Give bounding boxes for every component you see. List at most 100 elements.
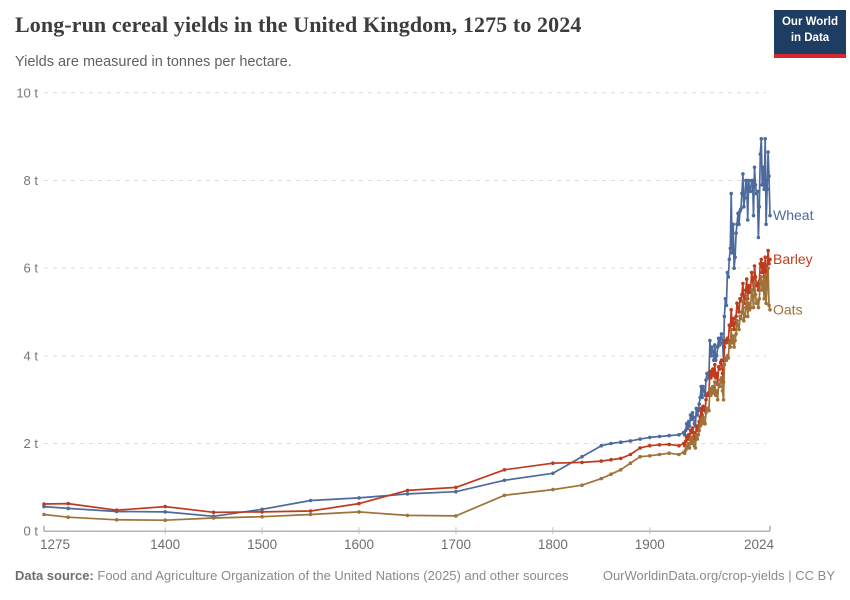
barley-marker [729, 308, 733, 312]
wheat-marker [713, 343, 717, 347]
wheat-marker [357, 496, 361, 500]
wheat-marker [746, 178, 751, 183]
oats-marker [697, 428, 701, 433]
wheat-marker [713, 358, 718, 363]
wheat-marker [765, 187, 769, 191]
y-tick-label: 0 t [24, 524, 39, 539]
barley-marker [599, 459, 604, 463]
oats-marker [687, 446, 692, 450]
owid-logo[interactable]: Our World in Data [774, 10, 846, 58]
wheat-marker [745, 218, 750, 222]
x-tick-label: 1800 [538, 537, 568, 552]
oats-marker [743, 314, 747, 319]
wheat-marker [696, 408, 701, 413]
oats-marker [690, 435, 695, 439]
oats-marker [454, 514, 458, 518]
series-label-oats[interactable]: Oats [773, 301, 803, 317]
oats-marker [701, 415, 705, 420]
barley-marker [717, 367, 722, 371]
barley-marker [758, 262, 763, 266]
oats-marker [751, 305, 756, 310]
wheat-marker [697, 402, 701, 406]
oats-marker [740, 310, 744, 314]
wheat-marker [718, 336, 723, 341]
x-tick-label: 1275 [40, 537, 70, 552]
oats-marker [726, 356, 731, 360]
barley-marker [163, 504, 167, 509]
owid-url-license-link[interactable]: OurWorldinData.org/crop-yields | CC BY [602, 568, 835, 583]
oats-marker [713, 393, 718, 398]
oats-marker [753, 292, 758, 297]
chart-footer: Data source: Food and Agriculture Organi… [15, 568, 835, 583]
oats-marker [741, 299, 745, 303]
barley-line[interactable] [43, 249, 771, 514]
oats-marker [767, 303, 771, 308]
oats-marker [739, 316, 743, 321]
series-barley[interactable]: Barley [42, 248, 813, 515]
series-oats[interactable]: Oats [42, 266, 803, 522]
oats-marker [657, 452, 662, 457]
wheat-marker [628, 439, 633, 443]
wheat-marker [710, 345, 714, 349]
data-source-label: Data source: [15, 568, 94, 583]
oats-marker [762, 297, 766, 301]
barley-marker [657, 443, 662, 447]
oats-marker [730, 340, 734, 345]
wheat-marker [732, 266, 736, 271]
wheat-marker [726, 275, 731, 279]
oats-marker [759, 275, 764, 279]
barley-marker [768, 257, 772, 262]
wheat-marker [695, 413, 700, 417]
wheat-marker [719, 332, 724, 336]
oats-marker [618, 468, 623, 472]
oats-marker [729, 327, 733, 332]
wheat-marker [739, 207, 743, 211]
barley-marker [713, 362, 717, 367]
wheat-marker [308, 498, 313, 503]
wheat-marker [714, 354, 719, 358]
barley-marker [308, 509, 313, 513]
wheat-marker [657, 434, 662, 439]
oats-marker [745, 314, 750, 319]
wheat-marker [691, 415, 696, 420]
barley-marker [731, 316, 735, 321]
oats-marker [749, 288, 754, 292]
oats-marker [766, 266, 770, 271]
wheat-marker [599, 443, 604, 448]
oats-marker [761, 279, 765, 284]
owid-logo-line1: Our World [781, 16, 838, 28]
wheat-line[interactable] [43, 137, 771, 518]
wheat-marker [702, 389, 706, 393]
page-title: Long-run cereal yields in the United Kin… [15, 12, 582, 37]
wheat-marker [502, 478, 507, 483]
barley-marker [667, 442, 671, 447]
barley-marker [609, 457, 613, 462]
barley-marker [42, 502, 46, 506]
x-tick-label: 1900 [635, 537, 665, 552]
barley-marker [714, 371, 719, 376]
barley-marker [709, 376, 713, 380]
series-label-wheat[interactable]: Wheat [773, 207, 814, 223]
wheat-marker [66, 506, 70, 511]
series-label-barley[interactable]: Barley [773, 251, 813, 267]
oats-marker [704, 411, 708, 415]
data-source-text: Food and Agriculture Organization of the… [97, 568, 569, 583]
series-wheat[interactable]: Wheat [42, 137, 814, 519]
oats-marker [760, 288, 764, 292]
wheat-marker [260, 507, 264, 512]
barley-marker [753, 275, 758, 279]
oats-marker [114, 518, 119, 522]
wheat-marker [667, 433, 671, 438]
x-tick-label: 1400 [150, 537, 180, 552]
barley-marker [502, 468, 507, 472]
wheat-marker [551, 471, 555, 476]
oats-marker [42, 512, 46, 517]
wheat-marker [741, 172, 745, 176]
oats-line[interactable] [43, 267, 771, 522]
oats-marker [765, 283, 769, 288]
wheat-marker [766, 150, 770, 154]
oats-marker [686, 441, 691, 446]
barley-marker [405, 488, 410, 493]
oats-marker [308, 512, 313, 517]
